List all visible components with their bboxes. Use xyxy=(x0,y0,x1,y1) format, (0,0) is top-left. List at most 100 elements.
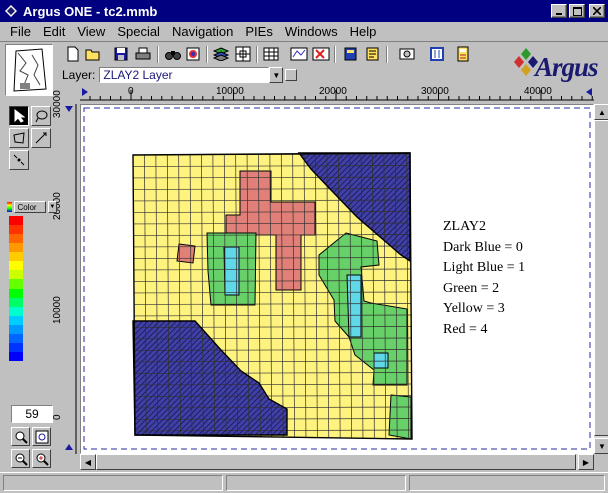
color-swatch[interactable] xyxy=(9,279,23,289)
color-swatch[interactable] xyxy=(9,216,23,226)
menu-pies[interactable]: PIEs xyxy=(245,24,273,39)
close-button[interactable] xyxy=(589,4,605,18)
overview-thumbnail[interactable] xyxy=(5,44,53,96)
book-icon[interactable] xyxy=(342,45,360,63)
menu-file[interactable]: File xyxy=(10,24,31,39)
minimize-button[interactable] xyxy=(551,4,567,18)
zoom-extent-icon[interactable] xyxy=(32,427,51,446)
app-icon[interactable] xyxy=(3,3,19,19)
region-green xyxy=(388,394,412,439)
color-swatch[interactable] xyxy=(9,342,23,352)
preferences-icon[interactable] xyxy=(398,45,416,63)
legend-item: Yellow = 3 xyxy=(443,301,505,316)
book-2-icon[interactable] xyxy=(364,45,382,63)
pointer-tool-icon[interactable] xyxy=(9,106,29,126)
color-swatch[interactable] xyxy=(9,351,23,361)
panel-icon[interactable] xyxy=(428,45,446,63)
zoom-out-icon[interactable] xyxy=(11,449,30,468)
color-swatch[interactable] xyxy=(9,252,23,262)
tool-palette xyxy=(7,106,57,174)
delete-icon[interactable] xyxy=(312,45,330,63)
vertical-scroll-thumb[interactable] xyxy=(594,120,608,436)
status-bar xyxy=(0,472,608,493)
line-tool-icon[interactable] xyxy=(31,128,51,148)
new-file-icon[interactable] xyxy=(64,45,82,63)
layers-icon[interactable] xyxy=(212,45,230,63)
legend-title: ZLAY2 xyxy=(443,219,487,234)
open-file-icon[interactable] xyxy=(84,45,102,63)
menu-help[interactable]: Help xyxy=(349,24,377,39)
save-icon[interactable] xyxy=(112,45,130,63)
x-tick-label: 20000 xyxy=(319,86,347,97)
table-icon[interactable] xyxy=(262,45,280,63)
menu-special[interactable]: Special xyxy=(117,24,160,39)
color-swatch[interactable] xyxy=(9,333,23,343)
horizontal-scroll-thumb[interactable] xyxy=(96,454,576,470)
layer-dropdown-button[interactable]: ▼ xyxy=(269,67,284,83)
find-icon[interactable] xyxy=(164,45,182,63)
color-swatch[interactable] xyxy=(9,297,23,307)
menu-windows[interactable]: Windows xyxy=(284,24,338,39)
region-light-blue xyxy=(223,246,240,296)
scroll-right-button[interactable]: ▶ xyxy=(578,454,594,470)
color-ramp xyxy=(9,216,23,361)
color-swatch[interactable] xyxy=(9,288,23,298)
horizontal-ruler: 0 10000 20000 30000 40000 xyxy=(80,86,594,101)
color-swatch[interactable] xyxy=(9,270,23,280)
layer-properties-icon[interactable] xyxy=(184,45,202,63)
lasso-tool-icon[interactable] xyxy=(31,106,51,126)
polygon-tool-icon[interactable] xyxy=(9,128,29,148)
color-swatch[interactable] xyxy=(9,243,23,253)
legend-item: Green = 2 xyxy=(443,280,500,296)
vertical-scrollbar[interactable]: ▲ ▼ xyxy=(594,104,608,454)
window-title: Argus ONE - tc2.mmb xyxy=(23,3,158,19)
menu-bar: File Edit View Special Navigation PIEs W… xyxy=(0,22,608,42)
zoom-in-icon[interactable] xyxy=(32,449,51,468)
color-swatch[interactable] xyxy=(9,315,23,325)
scroll-left-button[interactable]: ◀ xyxy=(80,454,96,470)
legend-item: Light Blue = 1 xyxy=(443,260,526,275)
legend: ZLAY2 Dark Blue = 0 Light Blue = 1 Green… xyxy=(443,217,525,340)
scroll-down-button[interactable]: ▼ xyxy=(594,438,608,454)
status-panel xyxy=(3,475,223,491)
point-tool-icon[interactable] xyxy=(9,150,29,170)
grid-icon[interactable] xyxy=(234,45,252,63)
scroll-up-button[interactable]: ▲ xyxy=(594,104,608,120)
color-select[interactable]: Color xyxy=(14,201,46,213)
color-swatch[interactable] xyxy=(9,261,23,271)
x-tick-label: 0 xyxy=(128,86,134,97)
color-ramp-icon xyxy=(7,202,13,212)
calculator-icon[interactable] xyxy=(454,45,472,63)
zoom-in-tool-icon[interactable] xyxy=(11,427,30,446)
layer-select[interactable]: ZLAY2 Layer xyxy=(99,67,270,83)
print-icon[interactable] xyxy=(134,45,152,63)
contour-icon[interactable] xyxy=(290,45,308,63)
menu-view[interactable]: View xyxy=(77,24,106,39)
maximize-button[interactable] xyxy=(569,4,585,18)
map-canvas[interactable]: ZLAY2 Dark Blue = 0 Light Blue = 1 Green… xyxy=(80,104,594,454)
region-light-blue xyxy=(346,274,362,338)
x-tick-label: 30000 xyxy=(421,86,449,97)
color-swatch[interactable] xyxy=(9,306,23,316)
layer-label: Layer: xyxy=(62,68,96,82)
argus-logo: Argus xyxy=(513,44,605,84)
layer-row: Layer: ZLAY2 Layer ▼ xyxy=(62,66,298,84)
region-light-blue xyxy=(373,352,389,369)
zoom-level-field[interactable]: 59 xyxy=(11,405,53,423)
color-swatch[interactable] xyxy=(9,324,23,334)
x-tick-label: 40000 xyxy=(524,86,552,97)
color-swatch[interactable] xyxy=(9,234,23,244)
menu-navigation[interactable]: Navigation xyxy=(171,24,234,39)
logo-text: Argus xyxy=(535,52,599,82)
menu-edit[interactable]: Edit xyxy=(42,24,66,39)
horizontal-scrollbar[interactable]: ◀ ▶ xyxy=(80,454,594,470)
color-dropdown-button[interactable]: ▼ xyxy=(47,201,57,213)
vertical-ruler: 30000 20000 10000 0 xyxy=(52,90,77,454)
legend-item: Red = 4 xyxy=(443,321,488,337)
title-bar: Argus ONE - tc2.mmb xyxy=(0,0,608,22)
color-panel: Color ▼ xyxy=(7,200,57,370)
color-swatch[interactable] xyxy=(9,225,23,235)
x-tick-label: 10000 xyxy=(216,86,244,97)
layer-option-button[interactable] xyxy=(285,69,298,81)
status-panel xyxy=(226,475,406,491)
